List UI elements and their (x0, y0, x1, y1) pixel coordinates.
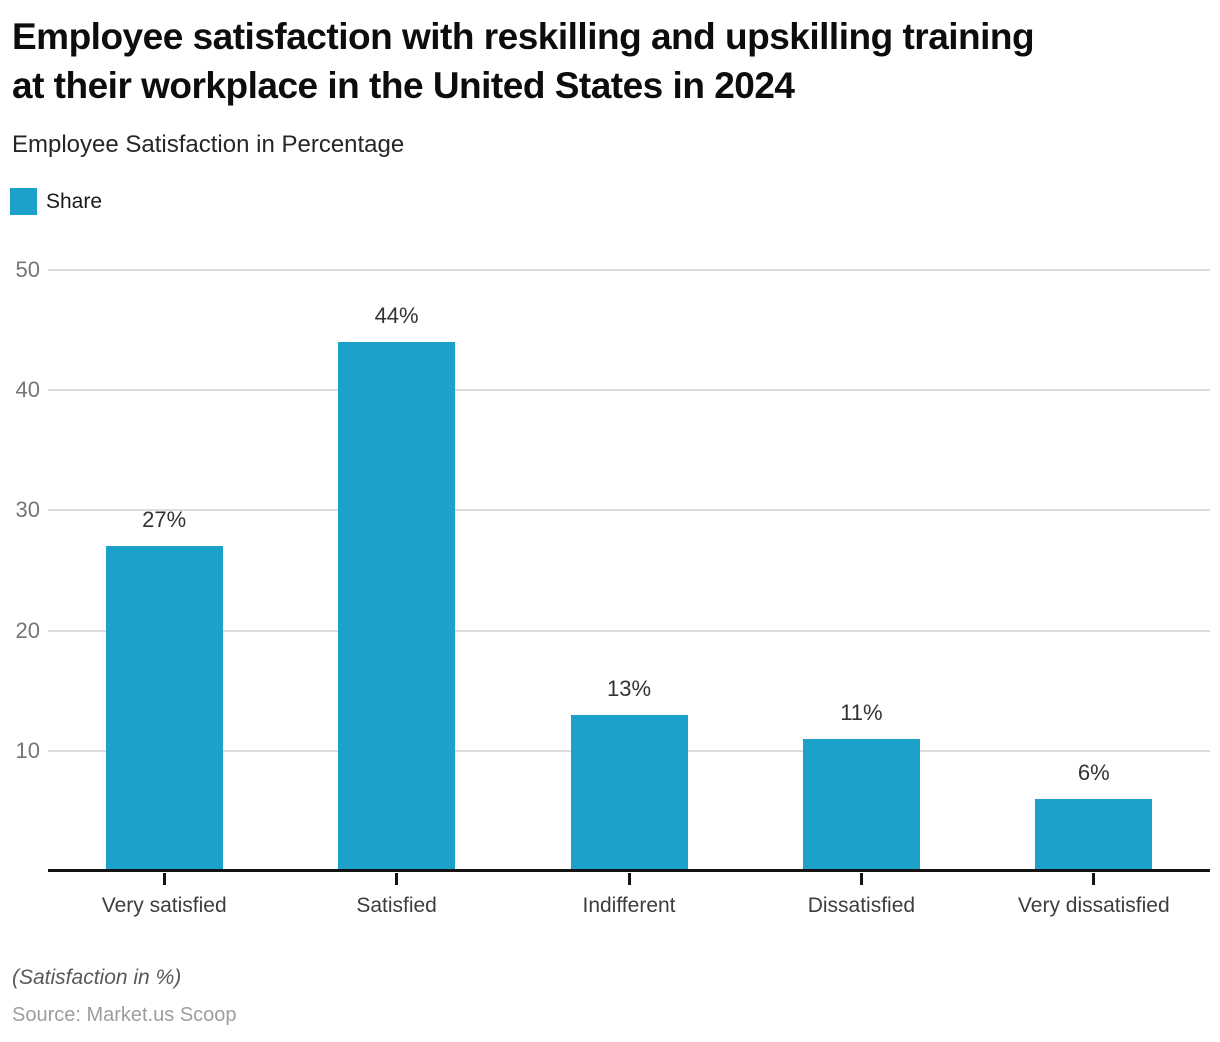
footnote: (Satisfaction in %) (12, 966, 182, 989)
chart-title-line2: at their workplace in the United States … (12, 65, 795, 106)
chart-title-line1: Employee satisfaction with reskilling an… (12, 16, 1035, 57)
bar-dissatisfied[interactable] (802, 738, 920, 871)
y-tick-label-30: 30 (15, 497, 40, 523)
x-tick-dissatisfied (859, 873, 863, 885)
x-tick-indifferent (627, 873, 631, 885)
value-label-dissatisfied: 11% (840, 699, 883, 725)
gridline-30 (48, 509, 1210, 512)
chart-title: Employee satisfaction with reskilling an… (12, 12, 1212, 110)
x-tick-very-satisfied (162, 873, 166, 885)
x-axis-label-very-satisfied: Very satisfied (101, 894, 227, 917)
value-label-very-dissatisfied: 6% (1077, 759, 1110, 785)
y-tick-label-50: 50 (15, 257, 40, 282)
bar-indifferent[interactable] (570, 714, 688, 871)
x-tick-satisfied (395, 873, 399, 885)
legend-item-share[interactable]: Share (10, 188, 102, 215)
x-axis-label-indifferent: Indifferent (582, 894, 676, 917)
x-axis-label-satisfied: Satisfied (356, 894, 437, 917)
plot-area: 10 20 30 40 50 27% Very satisfied 44% Satisfied 1… (16, 259, 1210, 917)
x-axis-line (48, 869, 1210, 872)
value-label-indifferent: 13% (606, 675, 652, 701)
x-axis-label-dissatisfied: Dissatisfied (807, 894, 916, 917)
value-label-very-satisfied: 27% (142, 507, 187, 533)
gridline-50 (48, 269, 1210, 271)
gridline-40 (48, 389, 1210, 392)
chart-subtitle: Employee Satisfaction in Percentage (12, 131, 405, 158)
bar-very-dissatisfied[interactable] (1035, 798, 1153, 871)
value-label-satisfied: 44% (374, 303, 419, 329)
y-tick-label-40: 40 (15, 377, 40, 403)
source-line: Source: Market.us Scoop (12, 1004, 237, 1026)
bar-satisfied[interactable] (338, 342, 456, 871)
x-axis-label-very-dissatisfied: Very dissatisfied (1017, 894, 1170, 917)
y-tick-label-20: 20 (15, 617, 40, 643)
legend-label: Share (46, 189, 103, 213)
y-tick-label-10: 10 (15, 737, 40, 763)
legend-swatch-icon (10, 188, 37, 215)
gridline-20 (48, 629, 1210, 632)
bar-very-satisfied[interactable] (105, 546, 223, 871)
x-tick-very-dissatisfied (1092, 873, 1096, 885)
